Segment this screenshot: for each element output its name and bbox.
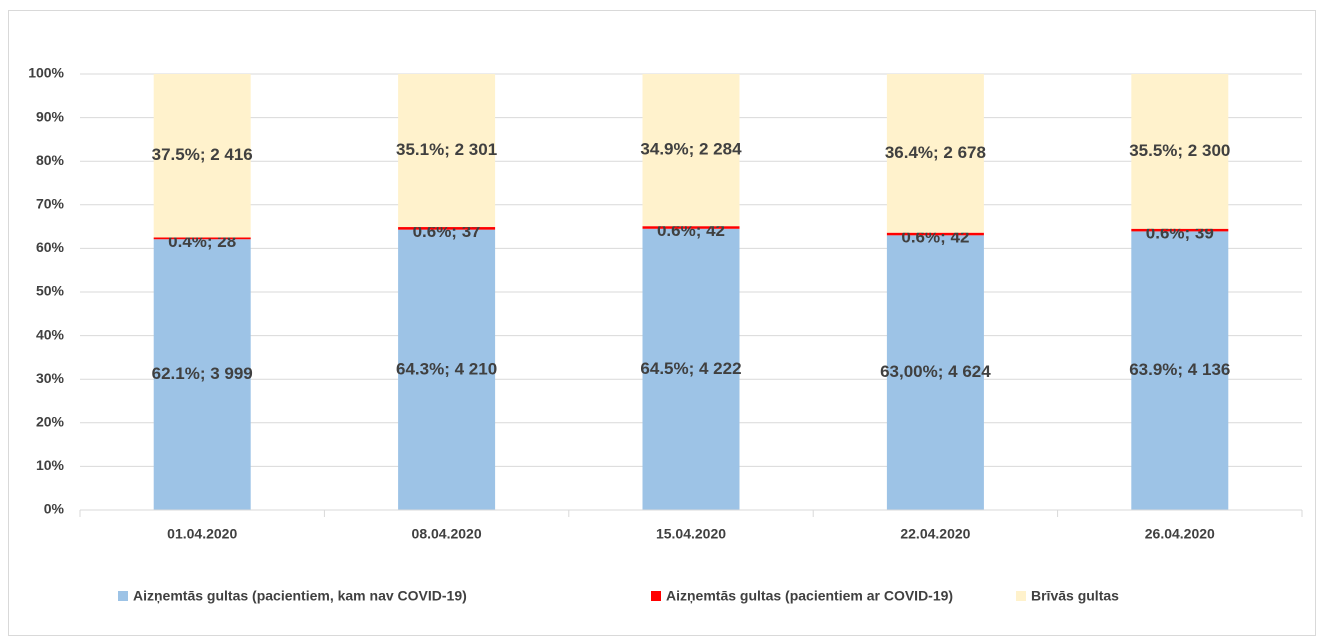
bar-segment bbox=[153, 239, 251, 510]
bar-segment bbox=[398, 227, 496, 230]
y-tick-label: 0% bbox=[44, 501, 65, 517]
data-label: 63,00%; 4 624 bbox=[880, 362, 991, 381]
bar-segment bbox=[886, 74, 984, 233]
data-label: 34.9%; 2 284 bbox=[640, 140, 742, 159]
bar-segment bbox=[642, 226, 740, 229]
y-tick-label: 100% bbox=[28, 65, 64, 81]
x-tick-label: 22.04.2020 bbox=[900, 526, 970, 542]
x-tick-label: 26.04.2020 bbox=[1145, 526, 1215, 542]
bar-segment bbox=[153, 74, 251, 238]
bar-segment bbox=[886, 235, 984, 510]
y-tick-label: 90% bbox=[36, 108, 65, 124]
y-tick-label: 50% bbox=[36, 283, 65, 299]
legend-swatch bbox=[1016, 591, 1026, 601]
bar-segment bbox=[398, 74, 496, 228]
y-tick-label: 60% bbox=[36, 239, 65, 255]
legend-swatch bbox=[118, 591, 128, 601]
bar-segment bbox=[1131, 231, 1229, 510]
data-label: 64.3%; 4 210 bbox=[396, 359, 497, 378]
bar-segment bbox=[642, 74, 740, 227]
y-tick-label: 80% bbox=[36, 152, 65, 168]
data-label: 64.5%; 4 222 bbox=[640, 359, 741, 378]
bar-segment bbox=[886, 232, 984, 236]
legend-label: Brīvās gultas bbox=[1031, 588, 1119, 604]
data-label: 35.1%; 2 301 bbox=[396, 140, 497, 159]
legend-label: Aizņemtās gultas (pacientiem, kam nav CO… bbox=[133, 588, 467, 604]
y-tick-label: 70% bbox=[36, 196, 65, 212]
data-label: 63.9%; 4 136 bbox=[1129, 360, 1230, 379]
x-tick-label: 01.04.2020 bbox=[167, 526, 237, 542]
x-tick-label: 08.04.2020 bbox=[412, 526, 482, 542]
data-label: 37.5%; 2 416 bbox=[152, 145, 253, 164]
y-tick-label: 30% bbox=[36, 370, 65, 386]
y-tick-label: 20% bbox=[36, 414, 65, 430]
data-label: 35.5%; 2 300 bbox=[1129, 141, 1230, 160]
legend-swatch bbox=[651, 591, 661, 601]
data-label: 36.4%; 2 678 bbox=[885, 143, 986, 162]
bar-segment bbox=[1131, 228, 1229, 232]
y-tick-label: 10% bbox=[36, 457, 65, 473]
y-tick-label: 40% bbox=[36, 326, 65, 342]
bar-segment bbox=[642, 228, 740, 510]
bar-segment bbox=[1131, 74, 1229, 229]
bar-segment bbox=[398, 229, 496, 511]
data-label: 62.1%; 3 999 bbox=[152, 364, 253, 383]
bar-segment bbox=[153, 237, 251, 240]
legend-label: Aizņemtās gultas (pacientiem ar COVID-19… bbox=[666, 588, 953, 604]
x-tick-label: 15.04.2020 bbox=[656, 526, 726, 542]
